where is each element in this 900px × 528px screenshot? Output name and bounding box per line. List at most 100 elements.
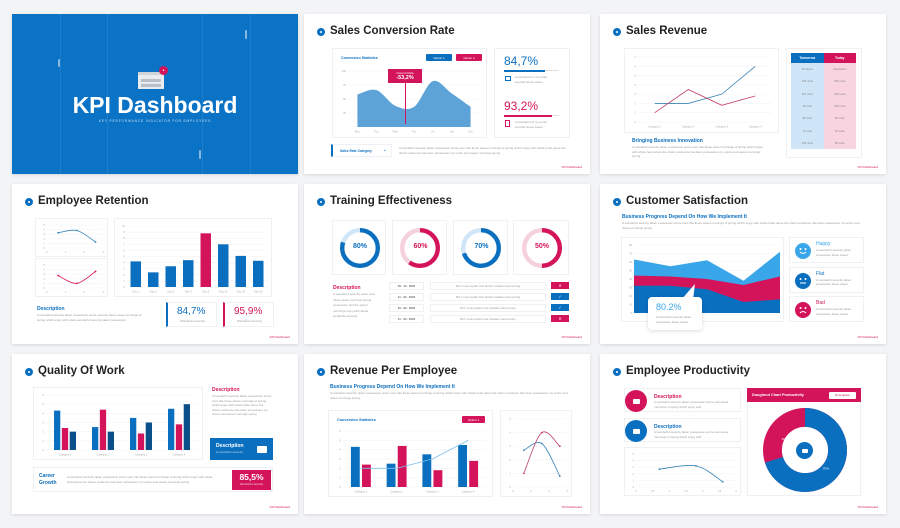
slide-revenue-per-employee[interactable]: Revenue Per Employee Business Progress D… xyxy=(304,354,590,514)
tooltip-label: Current Data xyxy=(396,71,414,75)
check-icon[interactable]: ✓ xyxy=(551,304,569,311)
donut-label: 70% xyxy=(474,243,489,250)
option1-button[interactable]: Option 1 xyxy=(426,54,452,61)
y-tick-label: 5 xyxy=(44,263,46,267)
donut-label: 80% xyxy=(352,243,367,250)
x-tick-label: 3 xyxy=(102,250,104,254)
stat-value: 84,7% xyxy=(177,306,206,317)
slide-title: Employee Retention xyxy=(38,195,149,207)
callout-text: A wonderful serenity taken possession th… xyxy=(656,315,692,324)
x-tick-label: 0 xyxy=(46,290,48,294)
title-bullet-icon xyxy=(25,368,33,376)
chart-svg: 0 1 2 3 4 5 0 1 2 3 xyxy=(510,417,569,493)
x-tick-label: 0 xyxy=(46,250,48,254)
table-cell: 225 units xyxy=(823,99,856,113)
data-point xyxy=(658,468,661,471)
bar xyxy=(145,422,152,450)
intro-text: A wonderful serenity taken possession en… xyxy=(622,221,860,230)
donut-value-arc xyxy=(461,228,501,268)
y-tick-label: 1 xyxy=(340,476,342,480)
decor-dash xyxy=(58,59,60,67)
data-point xyxy=(522,472,525,475)
feeling-label: Flat xyxy=(816,270,825,277)
training-donut-50 xyxy=(522,228,562,268)
footer-label: KPI Dashboard xyxy=(561,165,582,169)
stats-card: 84,7% A wonderful of my entire soul like… xyxy=(494,48,570,138)
callout-value: 80.2% xyxy=(656,302,682,312)
decor-dash xyxy=(245,30,247,39)
x-tick-label: Wed xyxy=(392,130,398,134)
bar xyxy=(253,260,264,287)
slide-customer-satisfaction[interactable]: Customer Satisfaction Business Progress … xyxy=(600,184,886,344)
cross-icon[interactable]: ✕ xyxy=(551,315,569,322)
slide-cover[interactable]: • KPI Dashboard KEY PERFORMANCE INDICATO… xyxy=(12,14,298,174)
y-tick-label: 4 xyxy=(633,459,635,463)
bar xyxy=(148,272,159,287)
table-cell: 95 units xyxy=(791,112,824,125)
description-button[interactable]: Description xyxy=(829,391,856,399)
cross-icon[interactable]: ✕ xyxy=(551,282,569,289)
y-tick-label: 3 xyxy=(44,272,46,276)
x-tick-label: Day 2 xyxy=(150,290,157,294)
subtitle: Business Progress Depend On How We Imple… xyxy=(330,384,455,390)
rpe-side-chart-card: 0 1 2 3 4 5 0 1 2 3 xyxy=(500,410,572,497)
rpe-bar-line-chart: 0 1 2 3 4 5 6 Category 1 Category 2 Category 3 Cat… xyxy=(334,427,489,495)
chart-title: Conversion Statistics xyxy=(341,56,378,60)
bar xyxy=(107,431,114,450)
option1-button[interactable]: Option 1 xyxy=(462,416,485,423)
option2-button[interactable]: Option 2 xyxy=(456,54,482,61)
donut-label: 60% xyxy=(413,243,428,250)
rpe-chart-card: Conversion Statistics Option 1 0 1 2 3 4 5 6 Ca… xyxy=(328,410,493,497)
x-tick-label: Thu xyxy=(412,130,417,134)
bar xyxy=(469,460,479,487)
table-cell: 74 units xyxy=(791,124,824,137)
x-tick-label: Mon xyxy=(355,130,361,134)
stat-label: Wonderful serenity xyxy=(239,482,264,486)
data-point xyxy=(558,445,561,448)
y-tick-label: 1 xyxy=(635,111,637,115)
title-bullet-icon xyxy=(613,28,621,36)
description-card: Description A wonderful serenity taken p… xyxy=(624,388,741,412)
decor-line xyxy=(250,14,251,174)
slide-quality-of-work[interactable]: Quality Of Work 0 1 2 3 4 5 6 Category 1 Categor… xyxy=(12,354,298,514)
description-text: A wonderful serenity taken possession en… xyxy=(654,430,729,439)
slide-training-effectiveness[interactable]: Training Effectiveness 80% 60% 70% 50% D… xyxy=(304,184,590,344)
chevron-down-icon: ⌄ xyxy=(382,147,387,153)
x-tick-label: Day 1 xyxy=(132,290,139,294)
x-tick-label: Day 10 xyxy=(219,290,228,294)
description-text: A wonderful serenity taken possession en… xyxy=(654,400,729,409)
y-tick-label: 6 xyxy=(43,393,45,397)
bar xyxy=(235,255,246,287)
inbox-icon xyxy=(796,442,813,459)
y-tick-label: 4 xyxy=(124,261,126,265)
y-tick-label: 0 xyxy=(43,448,45,452)
description-heading: Description xyxy=(37,306,65,312)
donut-card: 60% xyxy=(392,220,447,275)
conversion-area-chart: 25 50 75 100 Mon Tue Wed Thu Fri Sat Sun xyxy=(339,67,483,135)
title-bullet-icon xyxy=(317,198,325,206)
stat-value: 84,7% xyxy=(504,54,539,68)
x-tick-label: 3 xyxy=(735,489,737,493)
bar xyxy=(92,427,99,450)
chart-svg: 0 1 2 3 4 5 6 7 Category 1 Category 2 Category 3 Ca… xyxy=(635,55,772,129)
dropdown-label: Sales Rate Category xyxy=(340,149,372,153)
slide-sales-conversion[interactable]: Sales Conversion Rate Conversion Statist… xyxy=(304,14,590,174)
date-cell: 06 - 10 - 2023 xyxy=(389,282,424,290)
dashboard-icon xyxy=(138,72,164,89)
slide-title: Sales Revenue xyxy=(626,25,708,37)
x-tick-label: 1 xyxy=(65,290,67,294)
table-row: 225 units 325 units xyxy=(791,75,856,88)
slide-sales-revenue[interactable]: Sales Revenue 0 1 2 3 4 5 6 7 Category 1 Category… xyxy=(600,14,886,174)
slide-employee-productivity[interactable]: Employee Productivity Description A wond… xyxy=(600,354,886,514)
y-tick-label: 1 xyxy=(43,439,45,443)
donut-value-arc xyxy=(400,228,440,268)
data-point xyxy=(721,480,724,483)
chart-svg xyxy=(522,228,562,268)
check-icon[interactable]: ✓ xyxy=(551,293,569,300)
x-tick-label: Fri xyxy=(431,130,434,134)
happy-face-icon xyxy=(795,243,811,259)
table-cell: 96 units xyxy=(823,112,856,125)
sales-rate-category-dropdown[interactable]: Sales Rate Category ⌄ xyxy=(331,144,392,157)
